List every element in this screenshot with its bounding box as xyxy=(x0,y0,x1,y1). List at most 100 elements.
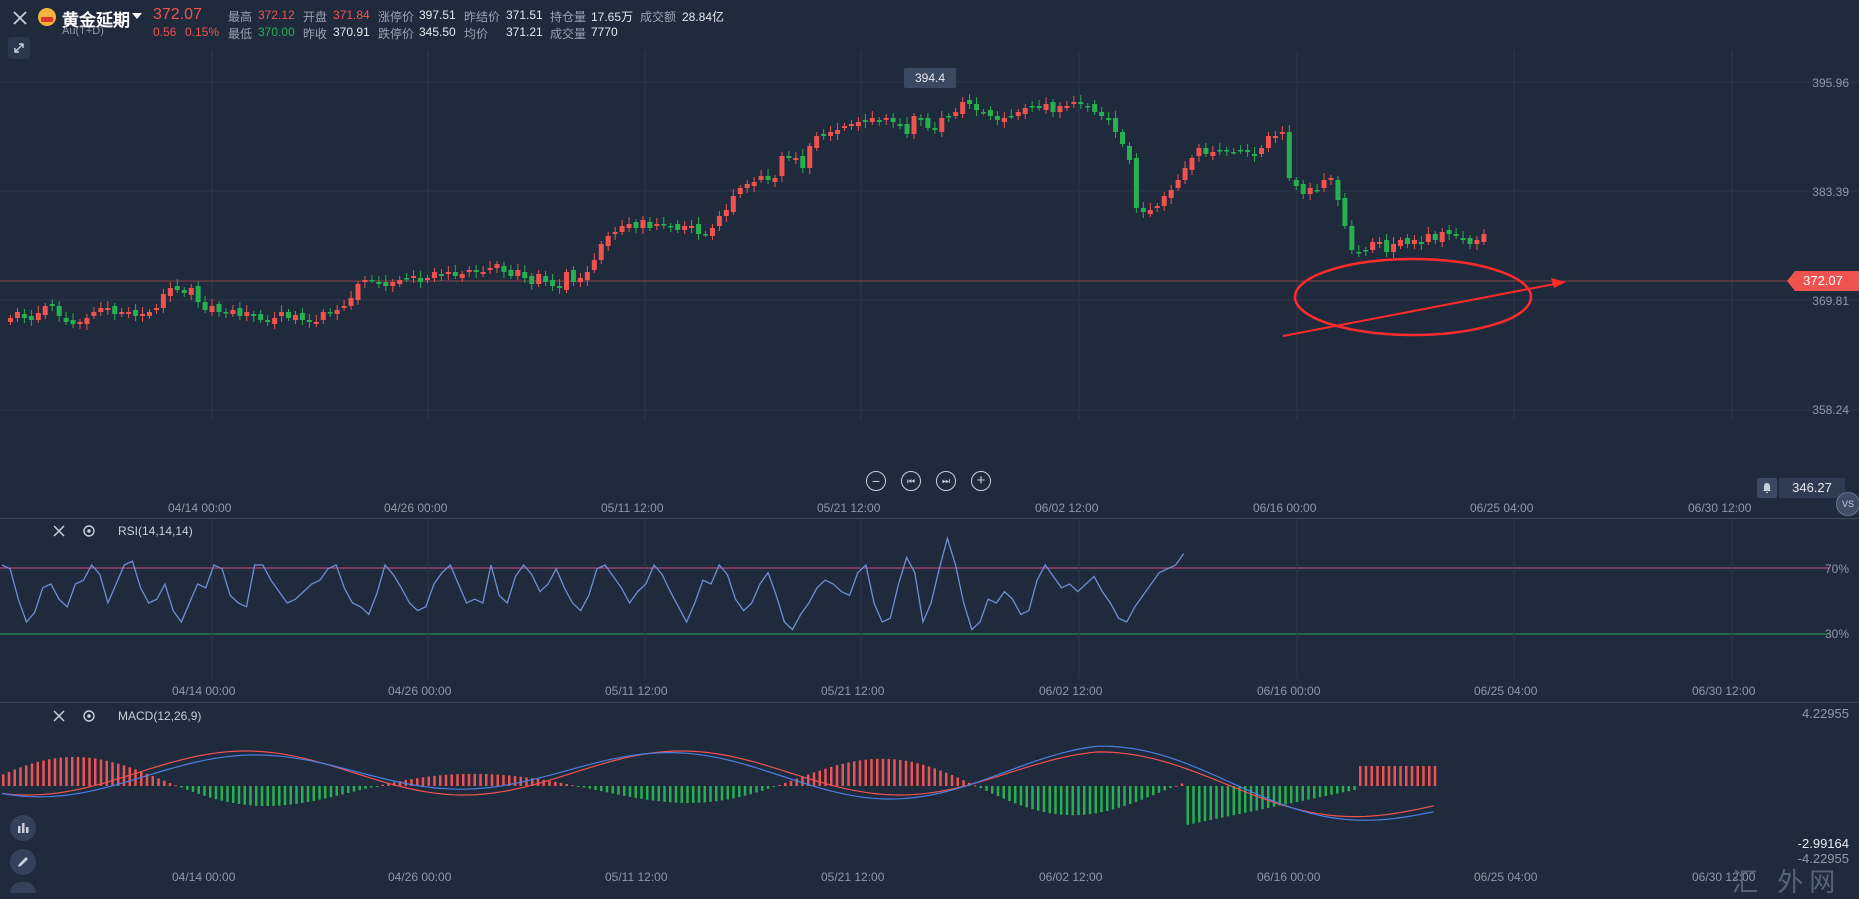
macd-bar xyxy=(1019,786,1023,806)
macd-bar xyxy=(1100,786,1103,813)
macd-low-value: -2.99164 xyxy=(1797,836,1849,851)
macd-close-icon[interactable] xyxy=(52,709,66,723)
candle-body xyxy=(862,120,868,122)
x-tick: 06/30 12:00 xyxy=(1688,501,1752,515)
candlestick-chart[interactable] xyxy=(0,50,1859,430)
candle-body xyxy=(14,312,20,318)
candle-body xyxy=(362,280,368,282)
candle-body xyxy=(133,310,139,316)
vs-badge[interactable]: VS xyxy=(1836,492,1859,516)
macd-bar xyxy=(496,774,499,786)
macd-bar xyxy=(542,779,545,786)
macd-bar xyxy=(168,783,172,786)
candle-body xyxy=(299,313,305,320)
macd-bar xyxy=(370,786,373,788)
candle-body xyxy=(814,136,820,148)
stat-value: 370.00 xyxy=(258,25,295,39)
macd-bar xyxy=(600,786,603,792)
candle-body xyxy=(1099,112,1105,116)
macd-bar xyxy=(381,784,384,786)
macd-bar xyxy=(755,786,758,793)
y-tick: 383.39 xyxy=(1812,185,1849,199)
macd-bar xyxy=(485,774,488,786)
next-button[interactable]: ⏭ xyxy=(936,471,956,491)
candle-body xyxy=(216,304,222,312)
expand-icon[interactable] xyxy=(8,37,30,59)
macd-bar xyxy=(450,774,453,786)
macd-bar xyxy=(1272,786,1276,807)
macd-bar xyxy=(617,786,620,795)
macd-bar xyxy=(1157,786,1161,793)
chevron-down-icon[interactable] xyxy=(132,13,142,19)
macd-bar xyxy=(1180,783,1184,786)
macd-bar xyxy=(761,786,764,791)
bell-icon[interactable] xyxy=(1757,478,1777,498)
macd-bar xyxy=(94,758,97,786)
x-tick: 06/30 12:00 xyxy=(1692,870,1756,884)
candle-body xyxy=(1008,116,1014,118)
macd-bar xyxy=(818,770,821,786)
macd-bar xyxy=(525,777,528,786)
peak-label: 394.4 xyxy=(904,68,956,88)
macd-bar xyxy=(1376,766,1379,786)
macd-bar xyxy=(335,786,338,796)
draw-tool-icon[interactable] xyxy=(10,849,36,875)
stat-label: 成交量 xyxy=(550,27,587,41)
macd-bar xyxy=(13,769,16,786)
candle-body xyxy=(1126,146,1132,160)
prev-button[interactable]: ⏮ xyxy=(901,471,921,491)
indicator-icon[interactable] xyxy=(10,815,36,841)
x-tick: 05/21 12:00 xyxy=(821,684,885,698)
macd-bar xyxy=(680,786,683,803)
header-bar: 黄金延期 Au(T+D) 372.07 0.56 0.15% 最高 372.12… xyxy=(0,0,1859,50)
zoom-in-button[interactable]: + xyxy=(971,471,991,491)
macd-bar xyxy=(1370,766,1373,786)
close-icon[interactable] xyxy=(9,7,31,29)
candle-body xyxy=(320,312,326,320)
macd-bar xyxy=(163,780,166,786)
candle-body xyxy=(848,124,854,126)
zoom-out-button[interactable]: − xyxy=(866,471,886,491)
candle-body xyxy=(348,298,354,306)
macd-bar xyxy=(870,759,873,786)
macd-bar xyxy=(1186,786,1189,825)
candle-body xyxy=(1453,234,1459,236)
x-tick: 05/11 12:00 xyxy=(601,501,664,515)
candle-body xyxy=(619,226,625,232)
instrument-title: 黄金延期 xyxy=(62,11,130,30)
macd-bar xyxy=(881,758,885,786)
stat-label: 均价 xyxy=(464,27,489,41)
candle-body xyxy=(591,260,597,270)
candle-body xyxy=(1272,136,1278,138)
macd-bar xyxy=(140,771,143,786)
macd-bar xyxy=(1387,766,1391,786)
macd-bar xyxy=(674,786,678,803)
candle-body xyxy=(438,274,444,276)
candle-body xyxy=(598,244,604,260)
candle-body xyxy=(1022,108,1028,114)
candle-body xyxy=(515,270,521,276)
macd-bar xyxy=(191,786,195,792)
macd-bar xyxy=(134,769,137,786)
candle-body xyxy=(1001,118,1007,122)
candle-body xyxy=(925,118,931,128)
macd-bar xyxy=(1163,786,1166,791)
candle-body xyxy=(1029,106,1035,108)
macd-settings-icon[interactable] xyxy=(82,709,96,723)
macd-bar xyxy=(358,786,361,791)
rsi-settings-icon[interactable] xyxy=(82,524,96,538)
candle-body xyxy=(800,156,806,168)
candle-body xyxy=(1432,234,1438,240)
candle-body xyxy=(1078,102,1084,104)
more-tool-icon[interactable] xyxy=(10,882,36,893)
macd-bar xyxy=(2,774,5,786)
y-tick: 358.24 xyxy=(1812,403,1849,417)
candle-body xyxy=(723,210,729,216)
candle-body xyxy=(1279,132,1285,134)
candle-body xyxy=(765,176,771,180)
macd-bar xyxy=(1433,766,1437,786)
macd-bar xyxy=(536,779,540,786)
rsi-close-icon[interactable] xyxy=(52,524,66,538)
stat-value: 28.84亿 xyxy=(682,10,725,24)
candle-body xyxy=(1238,150,1244,152)
